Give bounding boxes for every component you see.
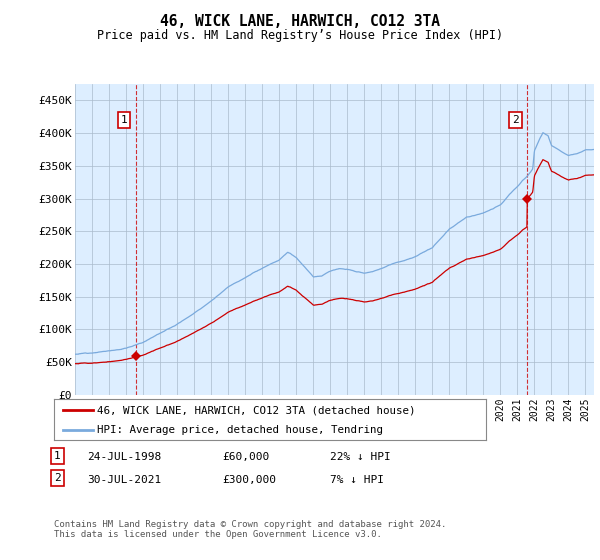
Text: £60,000: £60,000 [222, 452, 269, 463]
Text: £300,000: £300,000 [222, 475, 276, 485]
Text: 46, WICK LANE, HARWICH, CO12 3TA (detached house): 46, WICK LANE, HARWICH, CO12 3TA (detach… [97, 405, 416, 415]
Text: Price paid vs. HM Land Registry’s House Price Index (HPI): Price paid vs. HM Land Registry’s House … [97, 29, 503, 42]
Text: 2: 2 [512, 115, 519, 125]
Text: 7% ↓ HPI: 7% ↓ HPI [330, 475, 384, 485]
Text: 30-JUL-2021: 30-JUL-2021 [87, 475, 161, 485]
Text: 2: 2 [54, 473, 61, 483]
Text: 22% ↓ HPI: 22% ↓ HPI [330, 452, 391, 463]
Text: 24-JUL-1998: 24-JUL-1998 [87, 452, 161, 463]
Text: HPI: Average price, detached house, Tendring: HPI: Average price, detached house, Tend… [97, 424, 383, 435]
Text: 1: 1 [121, 115, 127, 125]
Text: 1: 1 [54, 451, 61, 461]
Text: 46, WICK LANE, HARWICH, CO12 3TA: 46, WICK LANE, HARWICH, CO12 3TA [160, 14, 440, 29]
Text: Contains HM Land Registry data © Crown copyright and database right 2024.
This d: Contains HM Land Registry data © Crown c… [54, 520, 446, 539]
